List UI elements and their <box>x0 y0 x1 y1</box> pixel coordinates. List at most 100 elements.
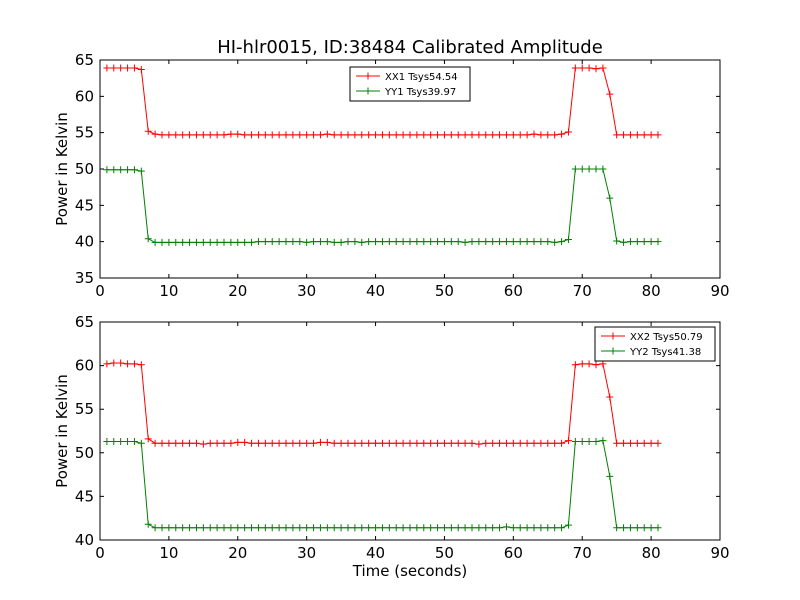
data-point <box>296 131 304 139</box>
data-point <box>165 524 173 532</box>
data-point <box>261 524 269 532</box>
x-tick-label: 40 <box>366 544 385 562</box>
data-point <box>151 238 159 246</box>
data-point <box>144 235 152 243</box>
data-point <box>303 238 311 246</box>
data-point <box>179 439 187 447</box>
data-point <box>509 238 517 246</box>
data-point <box>640 439 648 447</box>
data-point <box>530 130 538 138</box>
data-point <box>475 524 483 532</box>
data-point <box>454 524 462 532</box>
data-point <box>640 131 648 139</box>
data-point <box>413 439 421 447</box>
data-point <box>234 524 242 532</box>
legend-label: YY2 Tsys41.38 <box>629 347 701 358</box>
data-point <box>151 439 159 447</box>
data-point <box>578 360 586 368</box>
x-tick-label: 70 <box>573 544 592 562</box>
data-point <box>206 439 214 447</box>
data-point <box>392 238 400 246</box>
data-point <box>220 238 228 246</box>
data-point <box>647 238 655 246</box>
data-point <box>282 238 290 246</box>
data-point <box>213 238 221 246</box>
data-point <box>475 440 483 448</box>
data-point <box>206 238 214 246</box>
data-point <box>502 238 510 246</box>
data-point <box>461 439 469 447</box>
data-point <box>530 439 538 447</box>
axes-frame <box>99 321 721 541</box>
data-point <box>399 439 407 447</box>
data-point <box>420 524 428 532</box>
data-point <box>254 439 262 447</box>
data-point <box>268 238 276 246</box>
data-point <box>537 524 545 532</box>
data-point <box>413 238 421 246</box>
data-point <box>523 439 531 447</box>
data-point <box>248 524 256 532</box>
data-point <box>654 238 662 246</box>
x-tick-label: 50 <box>435 544 454 562</box>
data-point <box>385 524 393 532</box>
data-point <box>564 521 572 529</box>
data-point <box>606 472 614 480</box>
data-point <box>130 360 138 368</box>
data-point <box>303 439 311 447</box>
data-point <box>351 524 359 532</box>
data-point <box>523 524 531 532</box>
data-point <box>365 131 373 139</box>
data-point <box>365 439 373 447</box>
data-point <box>571 165 579 173</box>
figure-title: HI-hlr0015, ID:38484 Calibrated Amplitud… <box>217 37 603 58</box>
data-point <box>303 524 311 532</box>
data-point <box>372 131 380 139</box>
y-tick-label: 35 <box>75 269 94 287</box>
data-point <box>640 238 648 246</box>
data-point <box>248 439 256 447</box>
data-point <box>323 438 331 446</box>
data-point <box>475 131 483 139</box>
x-axis-label: Time (seconds) <box>352 562 468 580</box>
y-tick-label: 45 <box>75 196 94 214</box>
data-point <box>440 238 448 246</box>
data-point <box>117 359 125 367</box>
data-point <box>447 238 455 246</box>
data-point <box>454 131 462 139</box>
data-point <box>310 131 318 139</box>
data-point <box>537 439 545 447</box>
data-point <box>130 64 138 72</box>
data-point <box>482 524 490 532</box>
data-point <box>323 130 331 138</box>
data-point <box>199 238 207 246</box>
data-point <box>468 439 476 447</box>
data-point <box>537 238 545 246</box>
y-tick-label: 50 <box>75 444 94 462</box>
data-point <box>261 439 269 447</box>
data-point <box>392 439 400 447</box>
data-point <box>344 238 352 246</box>
x-tick-label: 60 <box>504 282 523 300</box>
data-point <box>496 238 504 246</box>
data-point <box>385 439 393 447</box>
data-point <box>137 167 145 175</box>
data-point <box>599 64 607 72</box>
data-point <box>427 439 435 447</box>
data-point <box>606 90 614 98</box>
legend: XX1 Tsys54.54 YY1 Tsys39.97 <box>349 66 471 102</box>
data-point <box>654 131 662 139</box>
data-point <box>544 131 552 139</box>
data-point <box>468 238 476 246</box>
data-point <box>296 238 304 246</box>
data-point <box>351 439 359 447</box>
data-point <box>199 440 207 448</box>
data-point <box>413 524 421 532</box>
data-point <box>110 64 118 72</box>
y-tick-label: 60 <box>75 87 94 105</box>
data-point <box>296 524 304 532</box>
data-point <box>137 439 145 447</box>
data-point <box>399 238 407 246</box>
data-point <box>592 65 600 73</box>
data-point <box>378 238 386 246</box>
